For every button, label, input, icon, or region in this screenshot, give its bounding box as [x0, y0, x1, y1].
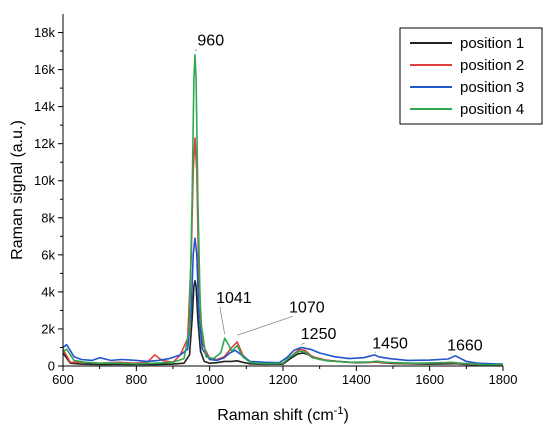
legend-item-position-4: position 4	[410, 101, 524, 118]
x-axis-label: Raman shift (cm-1)	[217, 405, 349, 424]
y-tick-label-4000: 4k	[41, 284, 55, 299]
annotation-1070: 1070	[289, 299, 325, 316]
annotation-leader-1250	[301, 342, 305, 345]
series-line-position-4	[62, 53, 504, 366]
legend-label: position 4	[460, 101, 524, 118]
annotation-leader-1070	[237, 315, 293, 336]
annotation-1450: 1450	[372, 335, 408, 352]
legend-label: position 1	[460, 35, 524, 52]
x-tick-label-800: 800	[125, 372, 147, 387]
annotations-group: 960 1041 1070 1250 1450 1660	[194, 32, 483, 355]
annotation-leader-1041	[219, 306, 226, 335]
y-tick-label-6000: 6k	[41, 247, 55, 262]
axes-group: 600 800 1000 1200 1400 1600 1800 0 2k 4k 6k 8k 10k 12…	[34, 14, 517, 387]
y-tick-label-12000: 12k	[34, 136, 55, 151]
annotation-1660: 1660	[447, 337, 483, 354]
y-tick-label-18000: 18k	[34, 25, 55, 40]
x-tick-label-1000: 1000	[195, 372, 224, 387]
x-tick-label-600: 600	[52, 372, 74, 387]
y-tick-label-10000: 10k	[34, 173, 55, 188]
x-tick-label-1400: 1400	[342, 372, 371, 387]
legend-item-position-2: position 2	[410, 57, 524, 74]
legend-label: position 2	[460, 57, 524, 74]
y-tick-label-16000: 16k	[34, 62, 55, 77]
legend-item-position-3: position 3	[410, 79, 524, 96]
legend: position 1 position 2 position 3 position 4	[399, 27, 543, 125]
series-group	[62, 53, 504, 367]
x-tick-label-1200: 1200	[269, 372, 298, 387]
annotation-960: 960	[197, 32, 224, 49]
annotation-leader-960	[194, 49, 198, 52]
x-tick-label-1600: 1600	[415, 372, 444, 387]
legend-item-position-1: position 1	[410, 35, 524, 52]
y-tick-label-14000: 14k	[34, 99, 55, 114]
x-tick-label-1800: 1800	[489, 372, 518, 387]
y-tick-label-8000: 8k	[41, 210, 55, 225]
legend-label: position 3	[460, 79, 524, 96]
y-tick-label-2000: 2k	[41, 321, 55, 336]
annotation-1250: 1250	[301, 326, 337, 343]
y-axis-label: Raman signal (a.u.)	[9, 120, 26, 260]
series-line-position-3	[62, 237, 504, 365]
y-tick-label-0: 0	[48, 359, 55, 374]
annotation-1041: 1041	[216, 290, 252, 307]
